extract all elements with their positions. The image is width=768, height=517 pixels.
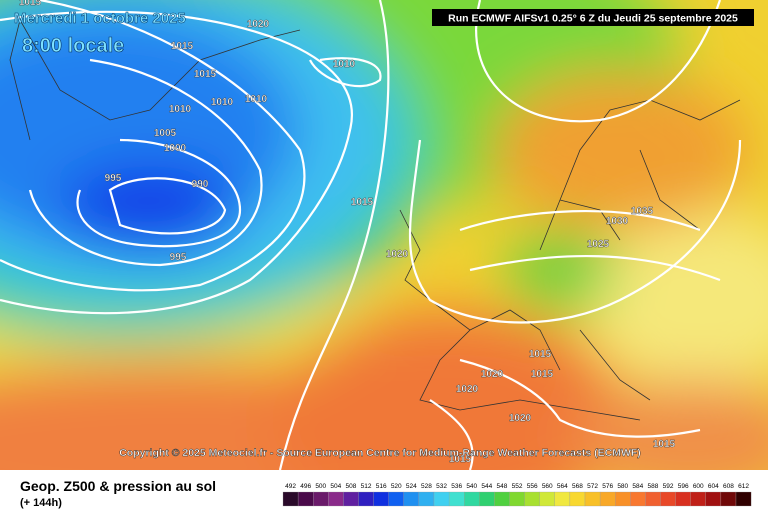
- scale-label: 608: [723, 483, 734, 490]
- scale-swatch: [448, 491, 465, 507]
- isobar-label: 1015: [653, 439, 676, 450]
- scale-swatch: [418, 491, 435, 507]
- scale-swatch: [554, 491, 571, 507]
- isobar-label: 1015: [351, 197, 374, 208]
- scale-label: 544: [481, 483, 492, 490]
- isobar-label: 1015: [529, 349, 552, 360]
- isobar-label: 1015: [449, 454, 472, 465]
- scale-label: 560: [542, 483, 553, 490]
- scale-label: 604: [708, 483, 719, 490]
- isobar-label: 995: [170, 252, 187, 263]
- isobar-label: 990: [192, 179, 209, 190]
- scale-swatch: [735, 491, 752, 507]
- scale-swatch: [645, 491, 661, 507]
- lead-time: (+ 144h): [20, 497, 62, 509]
- scale-swatch: [328, 491, 344, 507]
- isobar-label: 1015: [171, 41, 194, 52]
- scale-swatch: [433, 491, 450, 507]
- scale-swatch: [479, 491, 495, 507]
- isobar-label: 1035: [631, 206, 654, 217]
- scale-swatch: [464, 491, 480, 507]
- scale-label: 512: [361, 483, 372, 490]
- isobar-label: 995: [105, 173, 122, 184]
- isobar-label: 1010: [333, 59, 356, 70]
- isobar-label: 1010: [169, 104, 192, 115]
- isobar-label: 1030: [606, 216, 629, 227]
- copyright: Copyright © 2025 Meteociel.fr - Source E…: [119, 447, 641, 459]
- isobar-label: 1020: [247, 19, 270, 30]
- scale-label: 532: [436, 483, 447, 490]
- scale-swatch: [615, 491, 631, 507]
- isobar-label: 1015: [19, 0, 42, 8]
- scale-label: 564: [557, 483, 568, 490]
- color-scale: 492 496 500 504 508 512 516 520 524 528 532 536 540 5…: [282, 483, 752, 507]
- scale-swatch: [313, 491, 329, 507]
- run-box: [432, 9, 754, 26]
- scale-label: 504: [330, 483, 341, 490]
- isobar-label: 1005: [154, 128, 177, 139]
- scale-swatch: [282, 491, 299, 507]
- scale-label: 556: [527, 483, 538, 490]
- isobar-label: 1010: [245, 94, 268, 105]
- scale-label: 596: [678, 483, 689, 490]
- scale-label: 576: [602, 483, 613, 490]
- scale-label: 552: [512, 483, 523, 490]
- scale-swatch: [720, 491, 737, 507]
- scale-label: 492: [285, 483, 296, 490]
- scale-label: 548: [497, 483, 508, 490]
- scale-swatch: [630, 491, 646, 507]
- scale-swatch: [388, 491, 404, 507]
- scale-swatch: [509, 491, 525, 507]
- forecast-date: Mercredi 1 octobre 2025: [14, 10, 186, 27]
- scale-label: 540: [466, 483, 477, 490]
- scale-swatch: [705, 491, 722, 507]
- scale-swatch: [675, 491, 691, 507]
- scale-swatch: [524, 491, 540, 507]
- forecast-time: 8:00 locale: [22, 35, 124, 57]
- isobar-label: 1015: [531, 369, 554, 380]
- isobar-label: 1015: [194, 69, 217, 80]
- isobar-label: 1020: [509, 413, 532, 424]
- isobar-label: 1020: [481, 369, 504, 380]
- isobar-label: 1025: [587, 239, 610, 250]
- scale-swatch: [373, 491, 389, 507]
- scale-label: 588: [648, 483, 659, 490]
- scale-swatch: [690, 491, 706, 507]
- scale-label: 536: [451, 483, 462, 490]
- scale-swatch: [539, 491, 555, 507]
- scale-swatch: [297, 491, 314, 507]
- run-info: Run ECMWF AIFSv1 0.25° 6 Z du Jeudi 25 s…: [448, 13, 738, 25]
- scale-swatch: [343, 491, 359, 507]
- scale-swatch: [569, 491, 586, 507]
- scale-label: 580: [617, 483, 628, 490]
- scale-swatch: [599, 491, 616, 507]
- scale-label: 600: [693, 483, 704, 490]
- scale-label: 568: [572, 483, 583, 490]
- scale-label: 496: [300, 483, 311, 490]
- isobar-label: 1010: [211, 97, 234, 108]
- footer-title: Geop. Z500 & pression au sol: [20, 478, 216, 494]
- isobar-label: 1020: [456, 384, 479, 395]
- scale-swatch: [403, 491, 420, 507]
- scale-label: 500: [315, 483, 326, 490]
- scale-swatch: [660, 491, 676, 507]
- scale-label: 612: [738, 483, 749, 490]
- scale-label: 584: [632, 483, 643, 490]
- scale-label: 520: [391, 483, 402, 490]
- scale-swatch: [358, 491, 374, 507]
- scale-label: 592: [663, 483, 674, 490]
- scale-label: 508: [346, 483, 357, 490]
- scale-swatch: [494, 491, 510, 507]
- scale-label: 572: [587, 483, 598, 490]
- isobar-labels: 1015 1020 1015 1010 1015 1010 1010 1010 1005 1000…: [19, 0, 676, 465]
- scale-label: 516: [376, 483, 387, 490]
- isobar-label: 1020: [386, 249, 409, 260]
- isobar-label: 1000: [164, 143, 187, 154]
- scale-label: 524: [406, 483, 417, 490]
- scale-label: 528: [421, 483, 432, 490]
- scale-swatch: [584, 491, 601, 507]
